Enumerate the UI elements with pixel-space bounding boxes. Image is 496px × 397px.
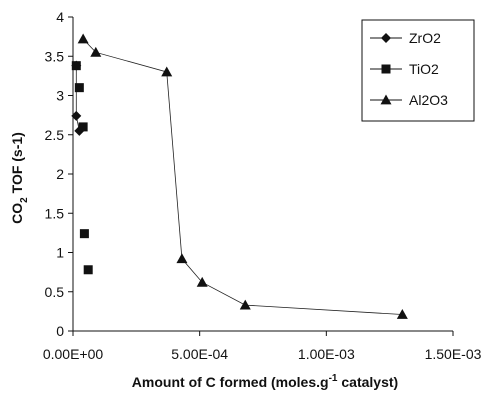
series-lines bbox=[75, 38, 403, 315]
y-ticks: 0 0.5 1 1.5 2 2.5 3 3.5 4 bbox=[45, 9, 73, 339]
x-tick-label: 5.00E-04 bbox=[171, 346, 228, 362]
legend-label-al2o3: Al2O3 bbox=[409, 92, 448, 108]
data-point-al2o3 bbox=[396, 309, 408, 319]
data-point-zro2 bbox=[71, 110, 82, 121]
legend: ZrO2 TiO2 Al2O3 bbox=[361, 19, 475, 122]
legend-label-tio2: TiO2 bbox=[409, 61, 439, 77]
legend-marker-al2o3 bbox=[380, 94, 392, 105]
legend-marker-zro2 bbox=[381, 33, 391, 43]
y-tick-label: 1.5 bbox=[45, 205, 65, 221]
y-tick-label: 2 bbox=[56, 166, 64, 182]
x-axis-title: Amount of C formed (moles.g-1 catalyst) bbox=[132, 373, 398, 390]
x-tick-label: 1.00E-03 bbox=[298, 346, 355, 362]
data-point-al2o3 bbox=[176, 253, 188, 264]
data-point-al2o3 bbox=[90, 46, 102, 57]
data-point-tio2 bbox=[79, 229, 89, 239]
y-tick-label: 4 bbox=[56, 9, 64, 25]
series-line-zro2 bbox=[75, 65, 80, 131]
data-point-tio2 bbox=[78, 122, 88, 132]
y-tick-label: 3 bbox=[56, 88, 64, 104]
data-point-al2o3 bbox=[77, 33, 89, 44]
data-point-tio2 bbox=[83, 265, 93, 275]
y-tick-label: 0 bbox=[56, 323, 64, 339]
y-tick-label: 0.5 bbox=[45, 284, 65, 300]
legend-marker-tio2 bbox=[381, 64, 391, 74]
data-point-tio2 bbox=[74, 83, 84, 93]
x-tick-label: 0.00E+00 bbox=[43, 346, 104, 362]
data-point-al2o3 bbox=[161, 66, 173, 77]
x-tick-label: 1.50E-03 bbox=[425, 346, 482, 362]
x-ticks: 0.00E+00 5.00E-04 1.00E-03 1.50E-03 bbox=[43, 331, 482, 362]
y-axis-title: CO2 TOF (s-1) bbox=[9, 132, 30, 224]
y-tick-label: 1 bbox=[56, 245, 64, 261]
series-line-al2o3 bbox=[82, 38, 403, 315]
data-point-al2o3 bbox=[196, 276, 208, 287]
y-tick-label: 3.5 bbox=[45, 48, 65, 64]
y-tick-label: 2.5 bbox=[45, 127, 65, 143]
data-markers bbox=[71, 33, 408, 319]
legend-label-zro2: ZrO2 bbox=[409, 30, 441, 46]
data-point-al2o3 bbox=[239, 299, 251, 310]
data-point-tio2 bbox=[71, 61, 81, 71]
